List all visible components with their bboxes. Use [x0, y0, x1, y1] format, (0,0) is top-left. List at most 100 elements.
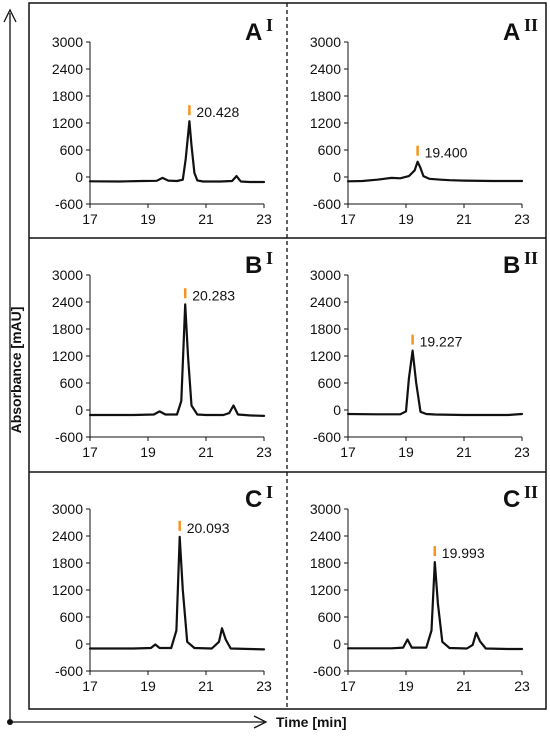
x-tick-label: 17 [82, 678, 98, 694]
peak-retention-time-label: 19.993 [442, 545, 485, 561]
x-tick-label: 17 [82, 211, 98, 227]
y-tick-label: 0 [75, 636, 83, 652]
y-tick-label: 1200 [52, 115, 83, 131]
y-tick-label: 600 [318, 609, 342, 625]
y-tick-label: 0 [333, 636, 341, 652]
y-tick-label: 1800 [310, 555, 341, 571]
y-tick-label: 3000 [52, 267, 83, 283]
chromatogram-trace [346, 560, 524, 651]
x-tick-label: 23 [256, 678, 272, 694]
panel-roman-numeral: II [524, 248, 538, 268]
panel-letter: C [245, 486, 262, 513]
y-tick-label: -600 [55, 663, 83, 679]
chart-panel-b-ii: -600 0 600 1200 1800 2400 3000 17 19 21 23 19.227 B I… [310, 248, 538, 460]
peak-retention-time-label: 20.283 [192, 287, 235, 303]
y-tick-label: 1200 [52, 582, 83, 598]
y-tick-label: 600 [60, 609, 84, 625]
y-tick-label: 1200 [52, 348, 83, 364]
x-tick-label: 21 [456, 211, 472, 227]
peak-retention-time-label: 20.428 [196, 104, 239, 120]
chart-panel-a-i: -600 0 600 1200 1800 2400 3000 17 19 21 23 20.428 A I [52, 15, 273, 227]
panel-roman-numeral: I [266, 15, 273, 35]
chromatogram-trace [88, 303, 266, 417]
x-tick-label: 19 [140, 211, 156, 227]
y-tick-label: 0 [75, 169, 83, 185]
y-tick-label: 2400 [310, 294, 341, 310]
chart-panel-b-i: -600 0 600 1200 1800 2400 3000 17 19 21 23 20.283 B I [52, 248, 273, 460]
y-tick-label: -600 [313, 663, 341, 679]
y-tick-label: 1200 [310, 348, 341, 364]
y-tick-label: 600 [60, 142, 84, 158]
x-tick-label: 23 [514, 444, 530, 460]
y-tick-label: 3000 [52, 34, 83, 50]
y-tick-label: -600 [55, 196, 83, 212]
x-tick-label: 21 [198, 211, 214, 227]
y-tick-label: 2400 [310, 528, 341, 544]
y-tick-label: 1800 [310, 321, 341, 337]
y-tick-label: 2400 [52, 528, 83, 544]
x-tick-label: 23 [256, 211, 272, 227]
panel-letter: A [245, 19, 262, 46]
panel-roman-numeral: I [266, 248, 273, 268]
panel-letter: C [503, 486, 520, 513]
panel-roman-numeral: II [524, 15, 538, 35]
y-tick-label: 3000 [310, 34, 341, 50]
y-tick-label: 2400 [52, 61, 83, 77]
y-tick-label: 1200 [310, 582, 341, 598]
y-tick-label: 3000 [310, 267, 341, 283]
y-tick-label: 3000 [52, 501, 83, 517]
x-axis-title: Time [min] [276, 714, 347, 730]
chart-panel-c-i: -600 0 600 1200 1800 2400 3000 17 19 21 23 20.093 C I [52, 482, 273, 694]
y-tick-label: 600 [318, 375, 342, 391]
panel-roman-numeral: I [266, 482, 273, 502]
x-tick-label: 17 [82, 444, 98, 460]
y-tick-label: 1800 [52, 555, 83, 571]
x-tick-label: 17 [340, 444, 356, 460]
y-tick-label: -600 [55, 429, 83, 445]
chart-panel-a-ii: -600 0 600 1200 1800 2400 3000 17 19 21 23 19.400 A I… [310, 15, 538, 227]
x-tick-label: 23 [514, 678, 530, 694]
chromatogram-trace [88, 535, 266, 651]
y-tick-label: 600 [60, 375, 84, 391]
panel-roman-numeral: II [524, 482, 538, 502]
x-tick-label: 17 [340, 678, 356, 694]
y-tick-label: 0 [75, 402, 83, 418]
y-tick-label: 1200 [310, 115, 341, 131]
x-tick-label: 19 [398, 444, 414, 460]
y-tick-label: -600 [313, 429, 341, 445]
x-tick-label: 19 [398, 211, 414, 227]
x-tick-label: 21 [456, 444, 472, 460]
y-tick-label: 1800 [52, 321, 83, 337]
y-axis-title: Absorbance [mAU] [8, 307, 24, 434]
y-tick-label: 1800 [310, 88, 341, 104]
y-tick-label: 2400 [52, 294, 83, 310]
panel-letter: B [245, 252, 262, 279]
chromatogram-trace [346, 349, 524, 417]
panel-letter: A [503, 19, 520, 46]
peak-retention-time-label: 19.400 [425, 145, 468, 161]
y-tick-label: 1800 [52, 88, 83, 104]
chart-panel-c-ii: -600 0 600 1200 1800 2400 3000 17 19 21 23 19.993 C I… [310, 482, 538, 694]
peak-retention-time-label: 19.227 [420, 334, 463, 350]
x-tick-label: 21 [456, 678, 472, 694]
y-tick-label: 2400 [310, 61, 341, 77]
peak-retention-time-label: 20.093 [187, 520, 230, 536]
y-tick-label: -600 [313, 196, 341, 212]
x-axis-arrow [10, 715, 268, 729]
panel-letter: B [503, 252, 520, 279]
x-tick-label: 23 [514, 211, 530, 227]
chromatogram-trace [88, 120, 266, 184]
y-tick-label: 0 [333, 169, 341, 185]
x-tick-label: 21 [198, 444, 214, 460]
y-tick-label: 600 [318, 142, 342, 158]
x-tick-label: 21 [198, 678, 214, 694]
y-tick-label: 3000 [310, 501, 341, 517]
x-tick-label: 23 [256, 444, 272, 460]
y-tick-label: 0 [333, 402, 341, 418]
chromatogram-trace [346, 160, 524, 183]
x-tick-label: 17 [340, 211, 356, 227]
x-tick-label: 19 [140, 678, 156, 694]
axis-origin-dot [7, 719, 13, 725]
